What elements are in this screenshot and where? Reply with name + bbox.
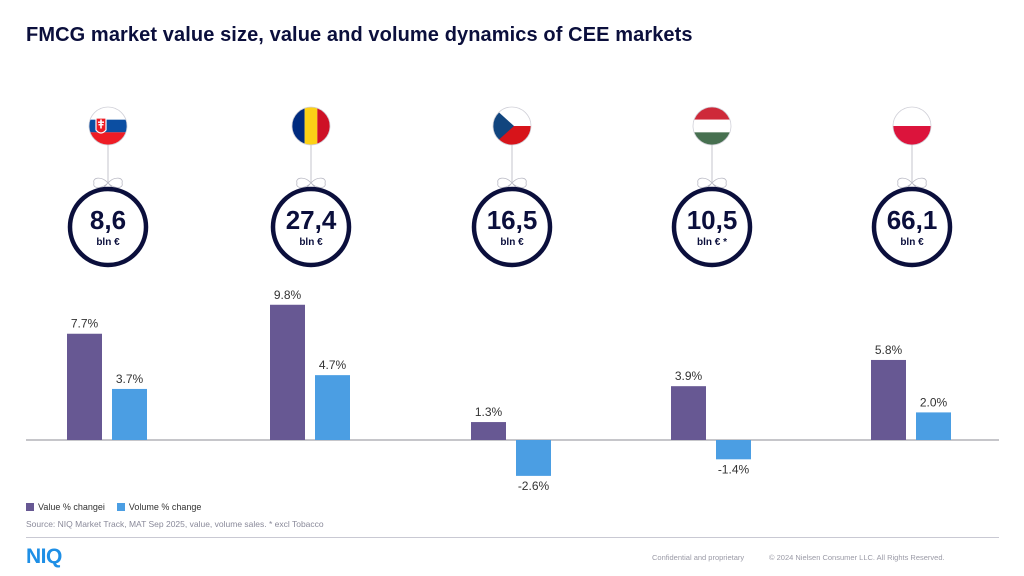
volume-change-bar bbox=[112, 388, 147, 440]
volume-change-label: 4.7% bbox=[319, 358, 347, 372]
legend-label-value: Value % changei bbox=[38, 502, 105, 512]
page-title: FMCG market value size, value and volume… bbox=[26, 24, 693, 46]
legend-item-volume: Volume % change bbox=[116, 502, 202, 512]
volume-change-label: -2.6% bbox=[518, 479, 550, 493]
market-size-value: 66,1 bbox=[887, 205, 938, 235]
market-size-unit: bln € bbox=[500, 237, 524, 248]
czech-flag-icon bbox=[492, 106, 532, 146]
value-change-bar bbox=[871, 359, 906, 440]
market-size-badge: 10,5 bln € * bbox=[671, 186, 753, 268]
romania-flag-icon bbox=[291, 106, 331, 146]
market-size-value: 16,5 bbox=[487, 205, 538, 235]
value-change-label: 5.8% bbox=[875, 343, 903, 357]
market-size-badge: 66,1 bln € bbox=[871, 186, 953, 268]
value-change-label: 7.7% bbox=[71, 317, 99, 331]
legend-label-volume: Volume % change bbox=[128, 502, 202, 512]
confidential-note: Confidential and proprietary bbox=[652, 553, 745, 562]
volume-change-bar bbox=[916, 412, 951, 440]
volume-change-bar bbox=[516, 440, 551, 476]
legend-item-value: Value % changei bbox=[26, 502, 105, 512]
chart-legend: Value % changei Volume % change bbox=[26, 502, 201, 512]
market-size-unit: bln € bbox=[96, 237, 120, 248]
hungary-flag-icon bbox=[692, 106, 732, 146]
volume-change-label: 2.0% bbox=[920, 395, 948, 409]
market-size-unit: bln € bbox=[299, 237, 323, 248]
market-size-value: 10,5 bbox=[687, 205, 738, 235]
poland-flag-icon bbox=[892, 106, 932, 146]
value-change-bar bbox=[671, 386, 706, 440]
value-change-bar bbox=[471, 422, 506, 440]
market-size-badge: 27,4 bln € bbox=[270, 186, 352, 268]
value-change-label: 3.9% bbox=[675, 369, 703, 383]
market-size-value: 8,6 bbox=[90, 205, 126, 235]
value-change-label: 9.8% bbox=[274, 288, 302, 302]
market-size-badge: 8,6 bln € bbox=[67, 186, 149, 268]
value-change-label: 1.3% bbox=[475, 405, 503, 419]
niq-logo: NIQ bbox=[26, 545, 62, 568]
copyright-note: © 2024 Nielsen Consumer LLC. All Rights … bbox=[769, 553, 945, 562]
market-size-unit: bln € * bbox=[697, 237, 727, 248]
legend-swatch-value bbox=[26, 503, 34, 511]
volume-change-label: -1.4% bbox=[718, 462, 750, 476]
market-size-badge: 16,5 bln € bbox=[471, 186, 553, 268]
market-size-value: 27,4 bbox=[286, 205, 337, 235]
value-change-bar bbox=[67, 333, 102, 440]
volume-change-label: 3.7% bbox=[116, 372, 144, 386]
market-size-unit: bln € bbox=[900, 237, 924, 248]
legend-swatch-volume bbox=[116, 503, 125, 511]
volume-change-bar bbox=[315, 375, 350, 440]
volume-change-bar bbox=[716, 440, 751, 460]
footer-divider bbox=[26, 537, 999, 538]
slovakia-flag-icon bbox=[88, 106, 128, 146]
source-note: Source: NIQ Market Track, MAT Sep 2025, … bbox=[26, 519, 324, 529]
value-change-bar bbox=[270, 304, 305, 440]
